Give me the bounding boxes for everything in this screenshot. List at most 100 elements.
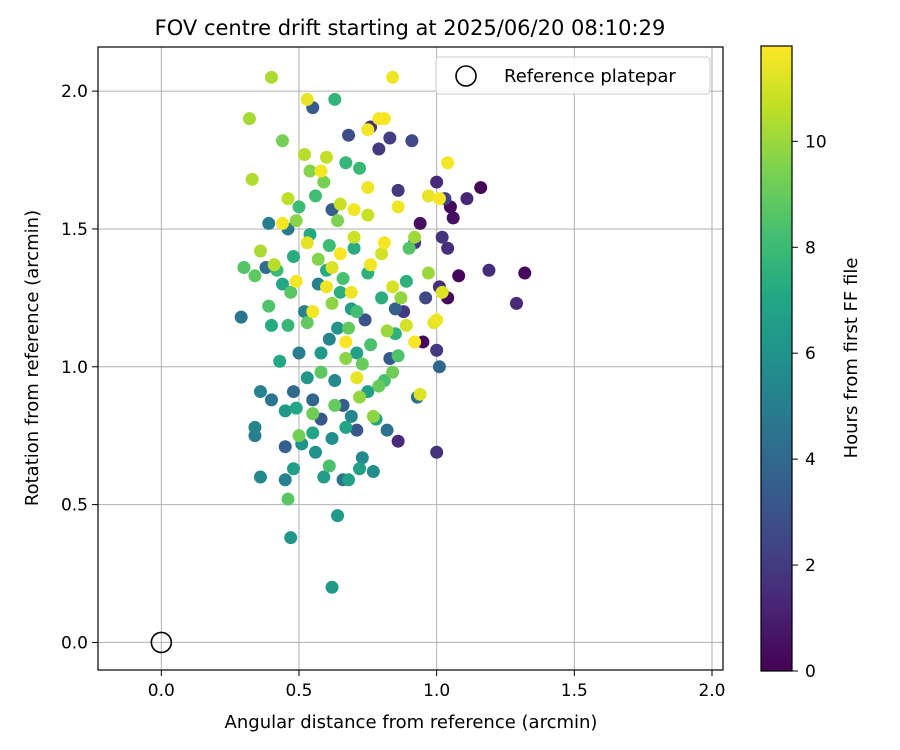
data-point xyxy=(242,112,256,126)
data-points xyxy=(234,70,532,594)
data-point xyxy=(292,346,306,360)
data-point xyxy=(419,291,433,305)
data-point xyxy=(358,313,372,327)
data-point xyxy=(317,470,331,484)
data-point xyxy=(452,269,466,283)
data-point xyxy=(347,241,361,255)
data-point xyxy=(300,371,314,385)
data-point xyxy=(399,318,413,332)
data-point xyxy=(388,302,402,316)
data-point xyxy=(350,371,364,385)
data-point xyxy=(281,192,295,206)
colorbar: 0 2 4 6 8 10 Hours from first FF file xyxy=(760,45,862,682)
data-point xyxy=(320,150,334,164)
colorbar-label: Hours from first FF file xyxy=(841,258,862,459)
x-axis-ticks: 0.0 0.5 1.0 1.5 2.0 xyxy=(148,670,726,701)
reference-marker xyxy=(150,631,173,654)
data-point xyxy=(328,92,342,106)
data-point xyxy=(278,440,292,454)
data-point xyxy=(355,357,369,371)
colorbar-tick-label: 2 xyxy=(805,556,816,576)
data-point xyxy=(372,379,386,393)
data-point xyxy=(320,280,334,294)
colorbar-tick-label: 0 xyxy=(805,662,816,682)
data-point xyxy=(333,197,347,211)
data-point xyxy=(364,338,378,352)
colorbar-ticks: 0 2 4 6 8 10 xyxy=(792,132,827,682)
data-point xyxy=(275,277,289,291)
data-point xyxy=(435,230,449,244)
data-point xyxy=(253,244,267,258)
data-point xyxy=(328,374,342,388)
data-point xyxy=(460,192,474,206)
data-point xyxy=(394,291,408,305)
data-point xyxy=(331,509,345,523)
data-point xyxy=(361,181,375,195)
data-point xyxy=(314,365,328,379)
data-point xyxy=(430,343,444,357)
data-point xyxy=(339,420,353,434)
y-tick-label: 0.5 xyxy=(61,496,88,516)
data-point xyxy=(311,252,325,266)
data-point xyxy=(289,401,303,415)
data-point xyxy=(325,296,339,310)
data-point xyxy=(306,407,320,421)
colorbar-tick-label: 10 xyxy=(805,132,827,152)
data-point xyxy=(339,352,353,365)
data-point xyxy=(306,426,320,440)
data-point xyxy=(273,354,287,368)
data-point xyxy=(333,285,347,299)
data-point xyxy=(331,214,345,228)
data-point xyxy=(300,92,314,106)
data-point xyxy=(430,445,444,459)
data-point xyxy=(353,390,367,404)
data-point xyxy=(284,531,298,545)
data-point xyxy=(317,175,331,189)
data-point xyxy=(306,305,320,319)
data-point xyxy=(344,285,358,299)
data-point xyxy=(350,305,364,319)
data-point xyxy=(262,216,276,230)
data-point xyxy=(391,183,405,197)
data-point xyxy=(248,269,262,283)
data-point xyxy=(275,134,289,148)
colorbar-tick-label: 6 xyxy=(805,344,816,364)
data-point xyxy=(364,258,378,272)
data-point xyxy=(386,70,400,84)
data-point xyxy=(391,434,405,448)
data-point xyxy=(432,360,446,374)
data-point xyxy=(245,172,259,186)
data-point xyxy=(333,247,347,261)
data-point xyxy=(286,462,300,476)
x-tick-label: 0.0 xyxy=(148,681,175,701)
x-axis-label: Angular distance from reference (arcmin) xyxy=(225,712,598,733)
data-point xyxy=(309,189,323,203)
data-point xyxy=(275,216,289,230)
data-point xyxy=(264,318,278,332)
data-point xyxy=(399,274,413,288)
data-point xyxy=(366,465,380,479)
data-point xyxy=(286,250,300,264)
data-point xyxy=(421,189,435,203)
data-point xyxy=(300,316,314,330)
data-point xyxy=(281,492,295,506)
x-tick-label: 2.0 xyxy=(698,681,725,701)
data-point xyxy=(353,462,367,476)
data-point xyxy=(380,324,394,338)
data-point xyxy=(322,332,336,346)
data-point xyxy=(314,346,328,360)
x-tick-label: 1.0 xyxy=(423,681,450,701)
data-point xyxy=(380,423,394,437)
colorbar-tick-label: 4 xyxy=(805,450,816,470)
data-point xyxy=(347,230,361,244)
data-point xyxy=(336,272,350,286)
data-point xyxy=(331,321,345,335)
data-point xyxy=(322,459,336,473)
data-point xyxy=(510,296,524,310)
y-tick-label: 0.0 xyxy=(61,633,88,653)
data-point xyxy=(375,247,389,261)
data-point xyxy=(262,299,276,313)
legend-reference-marker xyxy=(455,65,477,87)
data-point xyxy=(413,387,427,401)
data-point xyxy=(325,261,339,275)
